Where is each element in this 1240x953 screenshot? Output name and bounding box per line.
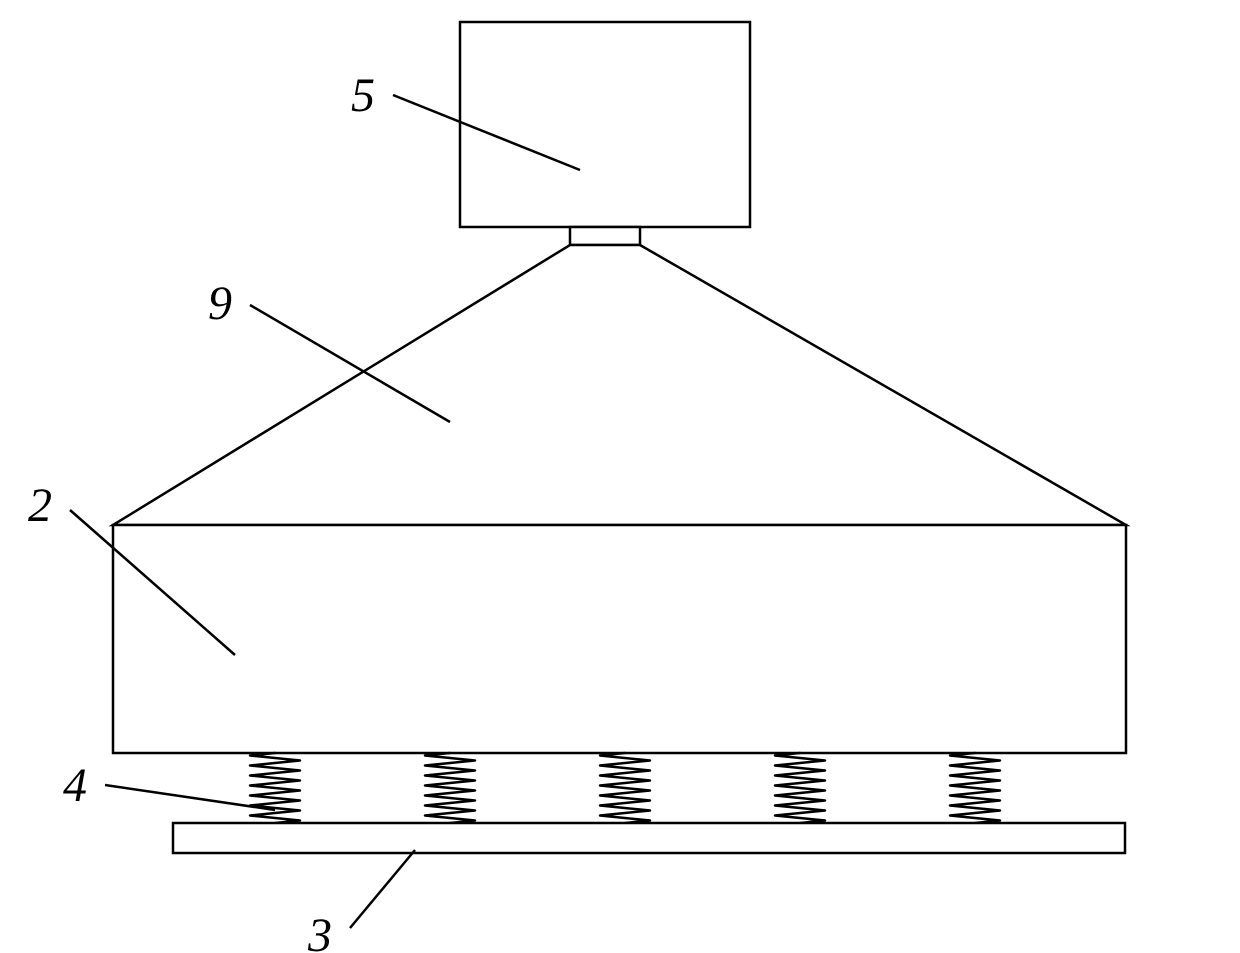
diagram-canvas: 5 9 2 4 3 [0, 0, 1240, 953]
top-box [460, 22, 750, 227]
base-box [173, 823, 1125, 853]
callout-label-3: 3 [307, 909, 332, 953]
callout-label-2: 2 [28, 479, 52, 532]
callout-label-5: 5 [351, 69, 375, 122]
connector [570, 227, 640, 245]
callout-label-4: 4 [63, 759, 87, 812]
callout-label-9: 9 [208, 277, 232, 330]
mid-box [113, 525, 1126, 753]
